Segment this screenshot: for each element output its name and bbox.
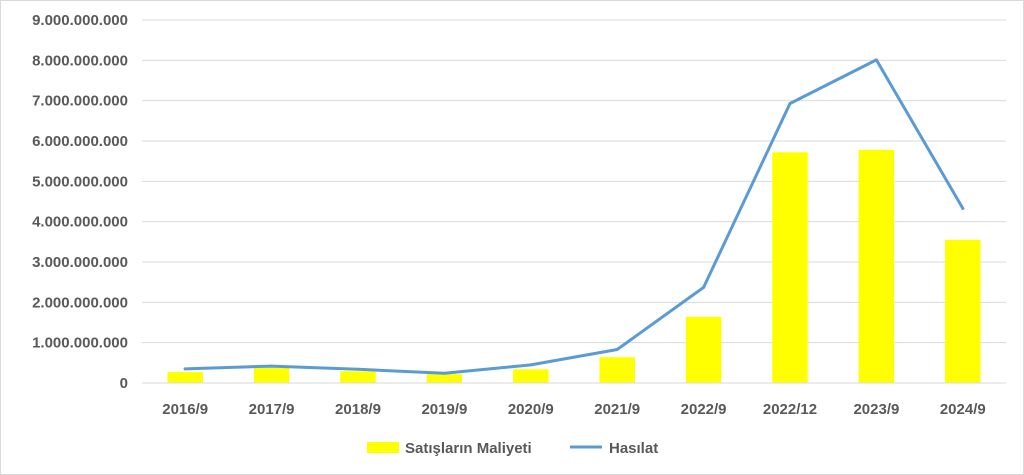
x-tick-label: 2017/9 — [249, 401, 295, 418]
x-tick-label: 2019/9 — [421, 401, 467, 418]
line-point — [270, 364, 274, 368]
y-tick-label: 7.000.000.000 — [32, 93, 128, 110]
x-tick-label: 2018/9 — [335, 401, 381, 418]
y-axis-labels: 0 1.000.000.000 2.000.000.000 3.000.000.000… — [32, 12, 128, 392]
y-tick-label: 1.000.000.000 — [32, 335, 128, 352]
line-series — [183, 58, 965, 375]
x-tick-label: 2023/9 — [853, 401, 899, 418]
bar — [253, 367, 290, 383]
x-tick-label: 2022/12 — [763, 401, 817, 418]
line-point — [356, 367, 360, 371]
line-point — [442, 371, 446, 375]
line-path — [183, 58, 965, 375]
bar-series — [167, 149, 981, 383]
line-point — [788, 101, 792, 105]
bar — [426, 374, 463, 383]
bar — [599, 357, 635, 383]
bar — [685, 316, 722, 383]
x-tick-label: 2020/9 — [508, 401, 554, 418]
legend: Satışların Maliyeti Hasılat — [367, 440, 658, 457]
line-point — [183, 367, 187, 371]
y-tick-label: 4.000.000.000 — [32, 214, 128, 231]
line-point — [702, 285, 706, 289]
legend-label-bar: Satışların Maliyeti — [405, 440, 532, 457]
y-tick-label: 9.000.000.000 — [32, 12, 128, 29]
y-tick-label: 0 — [120, 375, 128, 392]
legend-label-line: Hasılat — [609, 440, 658, 457]
line-point — [615, 348, 619, 352]
legend-swatch-bar — [367, 442, 399, 453]
bar — [513, 369, 549, 383]
y-tick-label: 5.000.000.000 — [32, 173, 128, 190]
line-point — [874, 58, 878, 62]
y-tick-label: 8.000.000.000 — [32, 52, 128, 69]
x-tick-label: 2021/9 — [594, 401, 640, 418]
bar — [167, 372, 203, 383]
bar — [858, 149, 895, 383]
y-tick-label: 6.000.000.000 — [32, 133, 128, 150]
x-tick-label: 2016/9 — [162, 401, 208, 418]
x-tick-label: 2022/9 — [681, 401, 727, 418]
y-tick-label: 2.000.000.000 — [32, 294, 128, 311]
bar — [772, 152, 808, 383]
x-axis-labels: 2016/9 2017/9 2018/9 2019/9 2020/9 2021/9 2022… — [142, 382, 1006, 418]
line-point — [961, 206, 965, 210]
line-point — [529, 363, 533, 367]
x-tick-label: 2024/9 — [940, 401, 986, 418]
bar — [945, 239, 981, 383]
y-tick-label: 3.000.000.000 — [32, 254, 128, 271]
bar — [340, 371, 376, 383]
